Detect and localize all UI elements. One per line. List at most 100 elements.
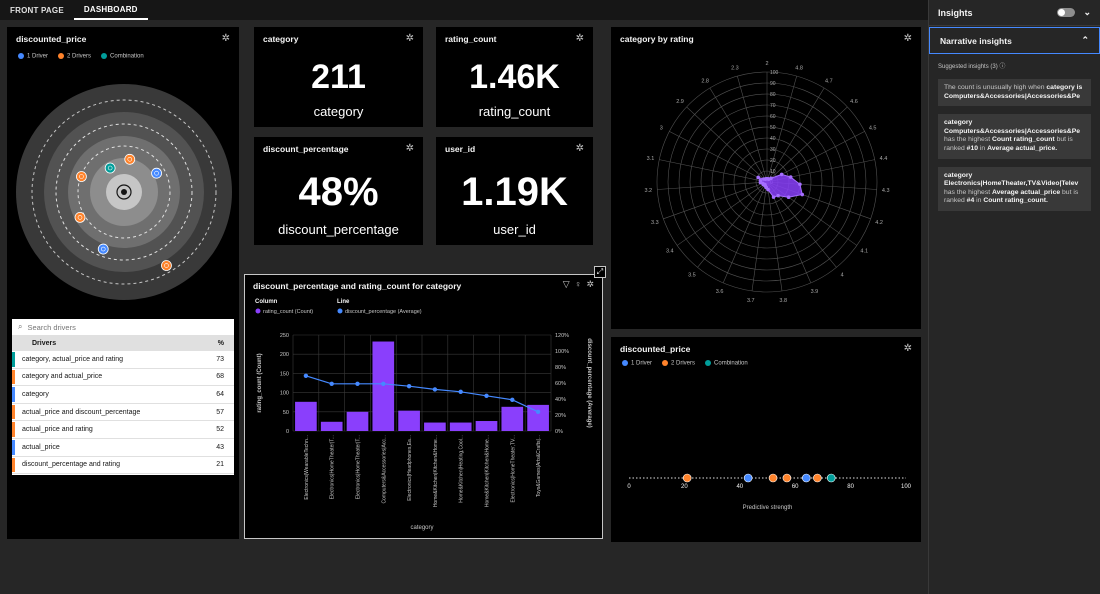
radar-spoke — [737, 75, 768, 183]
tab-front-page[interactable]: FRONT PAGE — [10, 5, 64, 15]
radar-tick-label: 40 — [770, 136, 776, 142]
insight-card[interactable]: category Computers&Accessories|Accessori… — [938, 114, 1091, 159]
strength-point — [826, 473, 836, 483]
gear-icon[interactable]: ✲ — [221, 33, 230, 44]
driver-point — [74, 211, 86, 223]
lightbulb-icon[interactable]: ♀ — [574, 279, 582, 289]
radar-point — [756, 175, 761, 180]
driver-row[interactable]: category 64 — [12, 386, 234, 404]
insight-text: has the highest — [944, 136, 992, 144]
gear-icon[interactable]: ✲ — [405, 143, 414, 154]
radar-spoke — [766, 181, 812, 284]
driver-row[interactable]: actual_price 43 — [12, 439, 234, 457]
card-toolbar: ▽ ♀ ✲ — [563, 279, 594, 290]
gear-icon[interactable]: ✲ — [903, 33, 912, 44]
driver-row[interactable]: category, actual_price and rating 73 — [12, 351, 234, 369]
radar-axis-label: 3.7 — [747, 298, 755, 304]
x-axis-label: Predictive strength — [743, 505, 793, 511]
driver-name: category — [22, 390, 49, 398]
col-drivers[interactable]: Drivers — [32, 340, 57, 347]
narrative-insights-header[interactable]: Narrative insights ⌃ — [929, 27, 1100, 54]
legend-label: rating_count (Count) — [263, 309, 313, 315]
ring-points — [74, 153, 172, 271]
insight-card[interactable]: category Electronics|HomeTheater,TV&Vide… — [938, 166, 1091, 211]
driver-point-inner — [107, 165, 113, 171]
bar — [501, 406, 524, 431]
search-input[interactable] — [27, 322, 208, 332]
suggested-label: Suggested insights (3) — [938, 64, 998, 70]
radar-tick-label: 10 — [770, 169, 776, 175]
chevron-up-icon[interactable]: ⌃ — [1081, 35, 1089, 45]
gear-icon[interactable]: ✲ — [575, 33, 584, 44]
suggested-insights: Suggested insights (3) ⓘ — [929, 55, 1100, 76]
radar-axis-label: 3.2 — [644, 188, 652, 194]
blue-dot-icon — [622, 360, 628, 366]
kpi-label: user_id — [493, 222, 536, 237]
driver-name: category, actual_price and rating — [22, 355, 124, 363]
y-tick-label: 200 — [280, 352, 289, 358]
line-point — [535, 409, 541, 414]
driver-row[interactable]: discount_percentage and rating 21 — [12, 457, 234, 475]
driver-row[interactable]: category and actual_price 68 — [12, 369, 234, 387]
category-kpi-card: category ✲ 211 category — [254, 27, 423, 127]
discounted-price-card: discounted_price ✲ 1 Driver 2 Drivers Co… — [7, 27, 239, 539]
insight-bold: Count rating_count — [992, 136, 1055, 144]
radar-point — [764, 177, 768, 181]
line-point — [458, 389, 463, 394]
insight-card[interactable]: The count is unusually high when categor… — [938, 79, 1091, 107]
expand-icon[interactable]: ⤢ — [594, 266, 606, 278]
y2-tick-label: 20% — [555, 413, 566, 419]
x-tick-label: 100 — [901, 484, 912, 490]
radar-point — [786, 195, 791, 200]
radar-axis-label: 4.2 — [875, 220, 883, 226]
x-axis-label: category — [410, 525, 433, 531]
y2-tick-label: 0% — [555, 429, 563, 435]
card-title: category — [263, 34, 299, 44]
radar-spoke — [751, 181, 768, 292]
x-tick-label: Home&Kitchen|Kitchen&Home... — [485, 435, 491, 507]
radar-chart: 2 4.8 4.7 4.6 4.5 4.4 4.3 4.2 4.1 4 3.9 3.8 3.7 3.6 3.… — [644, 61, 889, 304]
radar-tick-label: 60 — [770, 114, 776, 120]
radar-axis-label: 4.7 — [825, 78, 833, 84]
line-series — [305, 375, 539, 413]
driver-type-bar — [12, 352, 15, 367]
insight-bold: #4 — [966, 197, 975, 205]
insight-text: has the highest — [944, 188, 992, 196]
driver-name: discount_percentage and rating — [22, 461, 121, 469]
gear-icon[interactable]: ✲ — [903, 343, 912, 354]
filter-icon[interactable]: ▽ — [562, 279, 570, 289]
info-icon[interactable]: ⓘ — [999, 64, 1006, 70]
line-point — [303, 373, 309, 378]
radar-spoke — [766, 131, 865, 183]
radar-point — [800, 192, 805, 197]
driver-row[interactable]: actual_price and discount_percentage 57 — [12, 404, 234, 422]
insight-bold: category Computers&Accessories|Accessori… — [944, 119, 1081, 135]
driver-point — [97, 243, 109, 255]
chevron-down-icon[interactable]: ⌄ — [1083, 7, 1091, 17]
driver-name: category and actual_price — [22, 373, 103, 381]
tab-dashboard[interactable]: DASHBOARD — [73, 0, 148, 20]
driver-name: actual_price — [22, 443, 60, 451]
driver-point-inner — [79, 174, 84, 179]
strength-point — [768, 473, 778, 483]
radar-axis-label: 2.9 — [676, 99, 684, 105]
radar-axis-label: 3.4 — [666, 249, 674, 255]
insight-text: in — [978, 144, 988, 152]
radar-axis-label: 3.9 — [811, 289, 819, 295]
gear-icon[interactable]: ✲ — [405, 33, 414, 44]
driver-point — [151, 167, 162, 179]
radar-axis-label: 2.3 — [731, 65, 739, 71]
teal-dot-icon — [101, 53, 108, 59]
driver-row[interactable]: actual_price and rating 52 — [12, 421, 234, 439]
gear-icon[interactable]: ✲ — [575, 143, 584, 154]
driver-type-bar — [12, 369, 15, 385]
radar-tick-label: 20 — [770, 158, 776, 164]
driver-name: actual_price and discount_percentage — [22, 408, 141, 416]
driver-point-inner — [154, 170, 159, 176]
bar — [527, 404, 549, 431]
line-point — [484, 393, 489, 398]
col-pct[interactable]: % — [217, 340, 224, 347]
insights-toggle[interactable] — [1057, 8, 1076, 17]
gear-icon[interactable]: ✲ — [586, 279, 594, 289]
